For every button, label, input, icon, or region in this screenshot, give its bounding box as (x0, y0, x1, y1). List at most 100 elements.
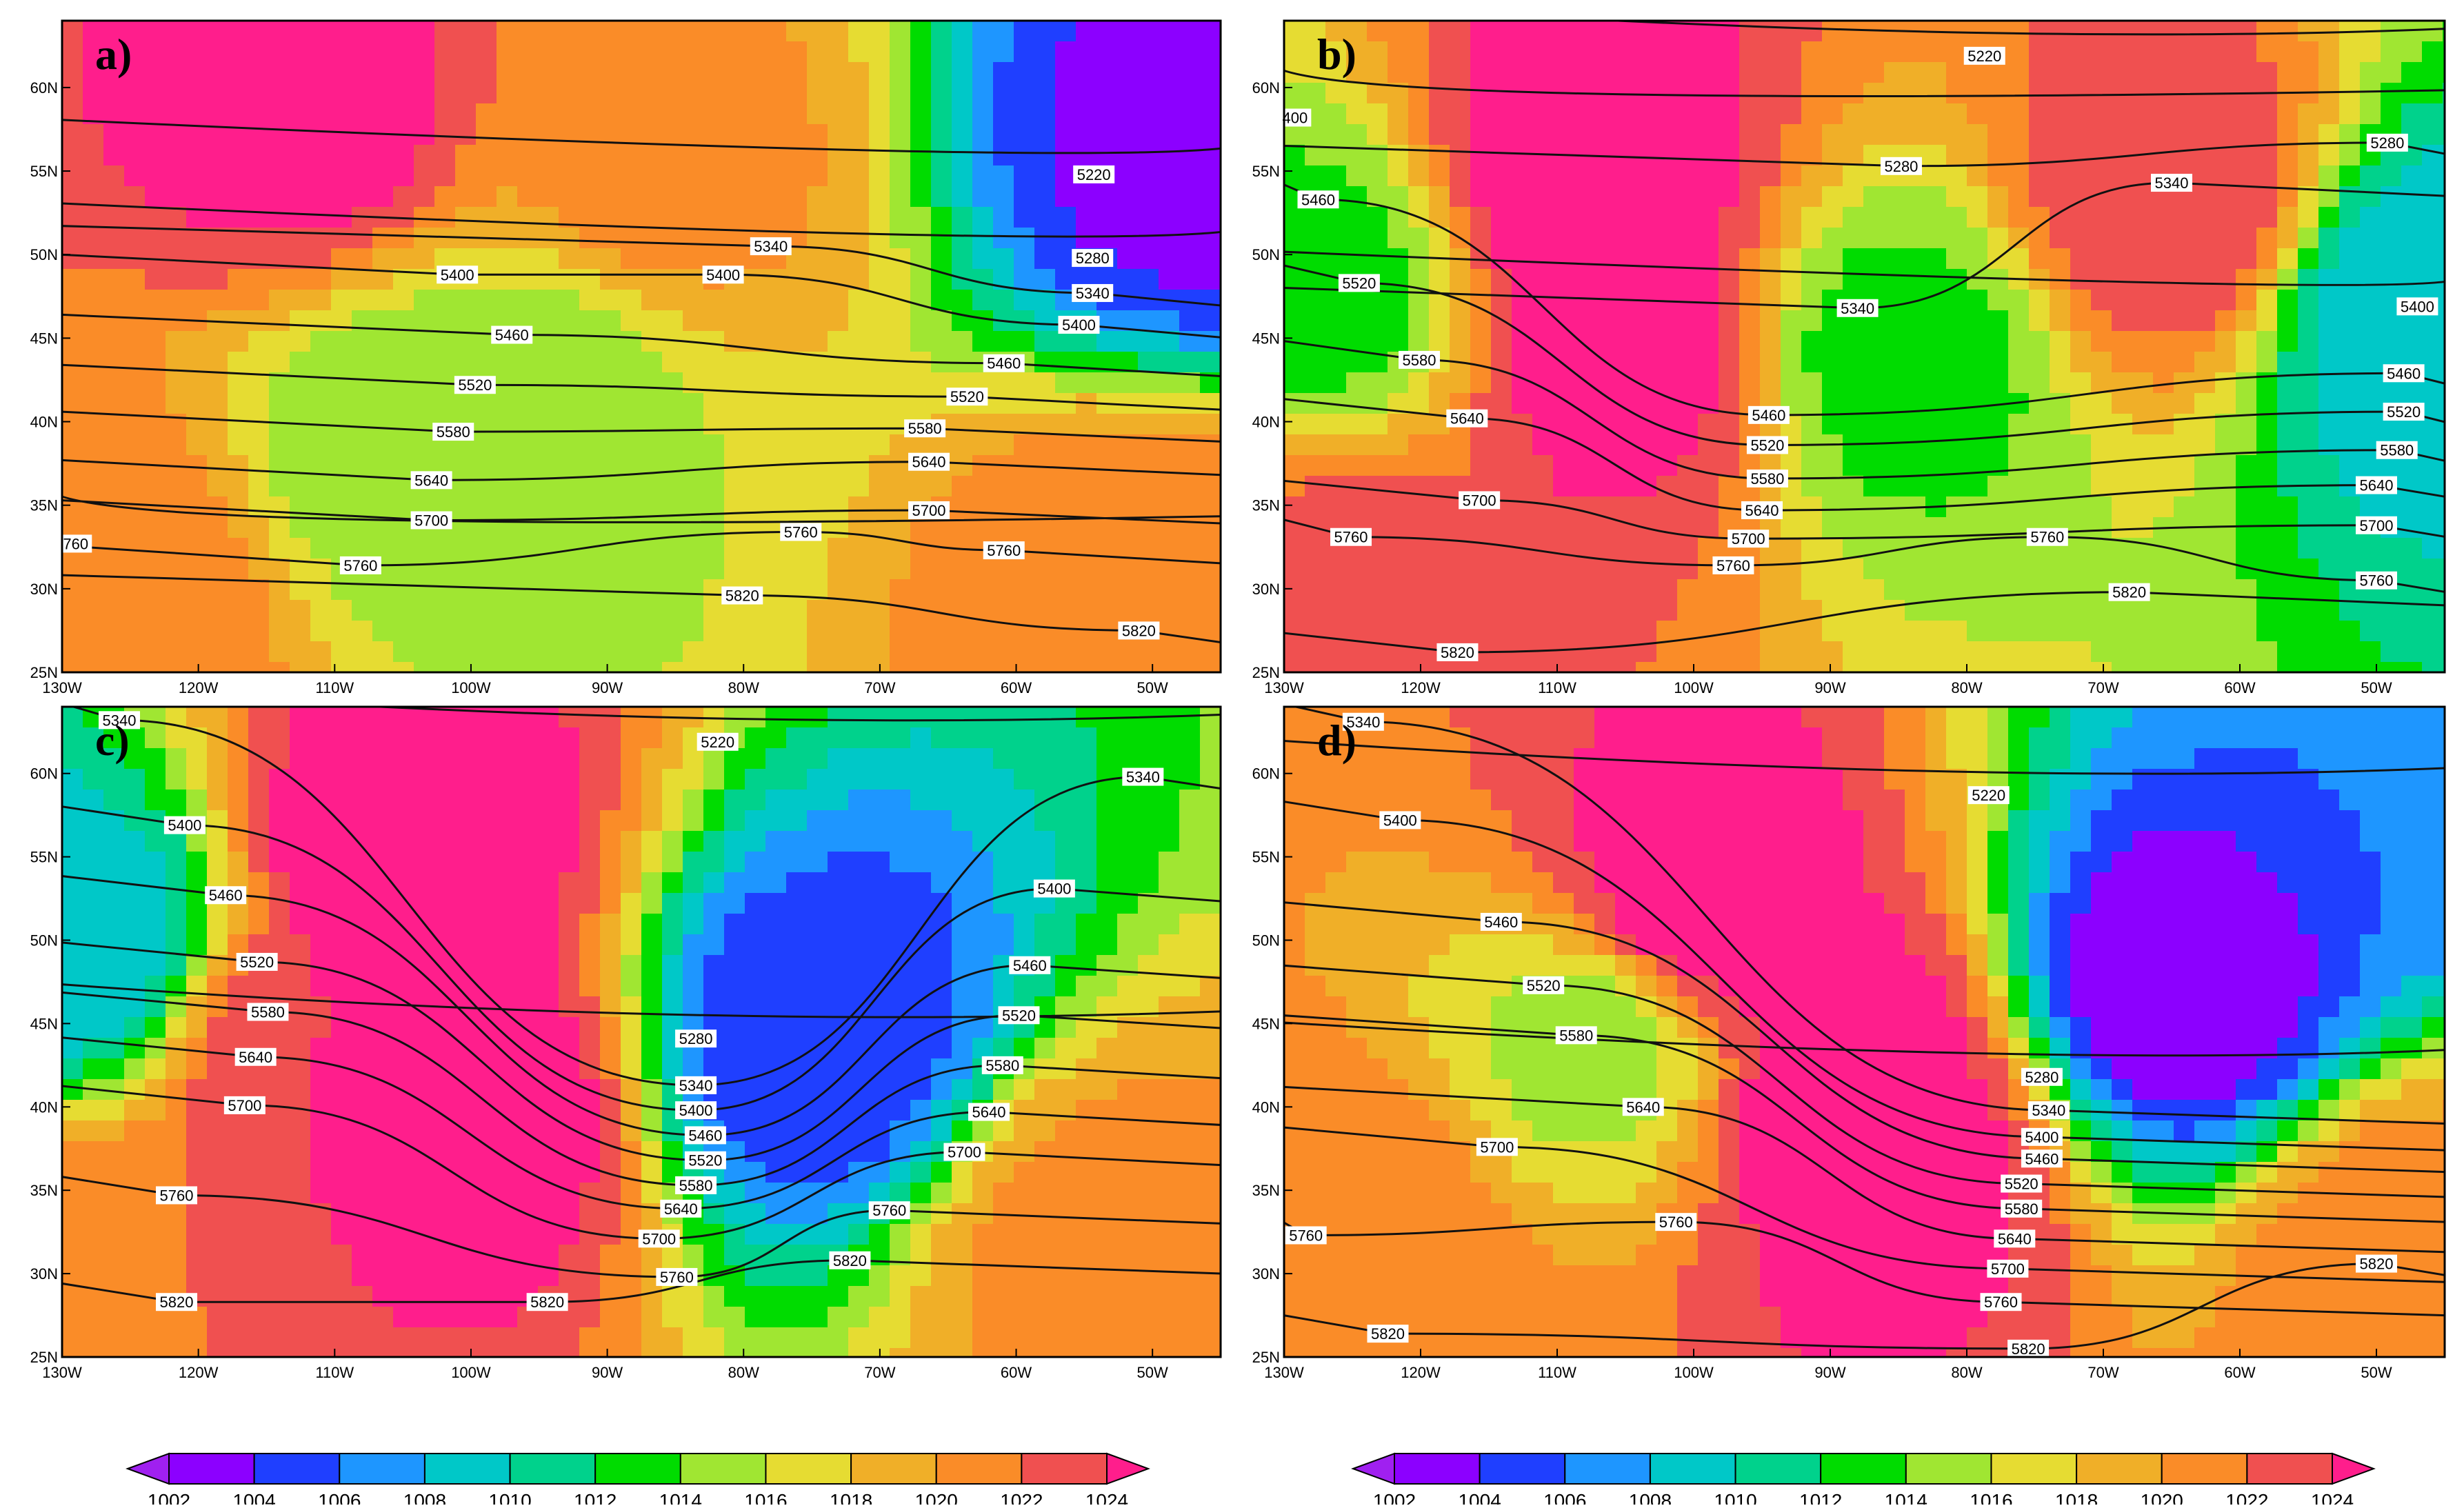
colorbar-bin (1906, 1454, 1992, 1484)
contour-label: 5700 (228, 1097, 261, 1114)
contour-label: 5340 (1841, 300, 1874, 317)
contour-label: 5820 (530, 1294, 564, 1311)
contour-label: 5640 (1745, 502, 1779, 519)
contour-label: 5760 (872, 1202, 906, 1219)
lon-tick-label: 50W (1137, 1364, 1168, 1381)
contour-label: 5580 (1559, 1027, 1593, 1044)
colorbar-label: 1022 (2225, 1490, 2268, 1505)
contour-label: 5640 (664, 1200, 698, 1218)
contour-label: 5400 (2401, 298, 2434, 315)
colorbar-label: 1016 (744, 1490, 787, 1505)
contour-label: 5820 (160, 1294, 194, 1311)
pressure-field-a (62, 21, 1221, 683)
contour-label: 5580 (985, 1057, 1019, 1074)
lat-tick-label: 40N (30, 1098, 58, 1116)
lon-tick-label: 110W (1538, 679, 1576, 696)
contour-label: 5760 (160, 1187, 194, 1204)
lat-tick-label: 45N (1252, 1015, 1280, 1032)
colorbar-label: 1020 (2141, 1490, 2183, 1505)
lon-tick-label: 70W (2087, 1364, 2119, 1381)
colorbar-bin (1650, 1454, 1736, 1484)
contour-label: 5760 (987, 542, 1021, 559)
contour-label: 5700 (1732, 530, 1765, 547)
contour-label: 5460 (495, 327, 529, 344)
contour-label: 5760 (1984, 1294, 2018, 1311)
colorbar-bin (1991, 1454, 2076, 1484)
colorbar-label: 1012 (1799, 1490, 1842, 1505)
contour-label: 5220 (1972, 787, 2005, 804)
colorbar-label: 1014 (1885, 1490, 1927, 1505)
colorbar-bin (595, 1454, 681, 1484)
colorbar-label: 1006 (1543, 1490, 1586, 1505)
lat-tick-label: 30N (30, 1265, 58, 1283)
contour-label: 5760 (2360, 572, 2394, 590)
contour-label: 5760 (784, 523, 818, 541)
contour-label: 5640 (1450, 410, 1484, 428)
lon-tick-label: 60W (2224, 679, 2255, 696)
contour-label: 5520 (240, 954, 274, 971)
lat-tick-label: 35N (1252, 497, 1280, 514)
lon-tick-label: 60W (1001, 1364, 1032, 1381)
colorbar-arrow-right (1107, 1454, 1148, 1484)
lon-tick-label: 110W (315, 1364, 354, 1381)
lat-tick-label: 45N (30, 1015, 58, 1032)
colorbar-bin (510, 1454, 596, 1484)
colorbar-label: 1004 (1458, 1490, 1501, 1505)
lon-tick-label: 120W (179, 1364, 219, 1381)
contour-label: 5400 (1383, 812, 1417, 829)
contour-label: 5340 (1076, 285, 1110, 302)
contour-label: 5520 (1002, 1007, 1036, 1024)
colorbar-label: 1008 (1629, 1490, 1672, 1505)
contour-label: 5400 (441, 266, 474, 283)
contour-label: 5820 (833, 1252, 867, 1269)
lon-tick-label: 130W (42, 679, 82, 696)
colorbar-label: 1014 (659, 1490, 702, 1505)
lat-tick-label: 35N (1252, 1182, 1280, 1199)
contour-label: 5820 (1122, 622, 1156, 639)
contour-label: 5820 (2112, 584, 2146, 601)
lon-tick-label: 60W (2224, 1364, 2255, 1381)
colorbar-bin (2247, 1454, 2332, 1484)
contour-label: 5340 (754, 238, 788, 255)
map-panel-d: 5340522054005460552055805640570057605760… (1252, 701, 2464, 1381)
contour-label: 5760 (1659, 1214, 1693, 1231)
lon-tick-label: 90W (1814, 679, 1845, 696)
contour-label: 5340 (1126, 769, 1160, 786)
lon-tick-label: 70W (2087, 679, 2119, 696)
contour-label: 5700 (912, 502, 946, 519)
lat-tick-label: 40N (30, 414, 58, 431)
contour-label: 5280 (679, 1030, 713, 1047)
lon-tick-label: 50W (1137, 679, 1168, 696)
lon-tick-label: 50W (2361, 1364, 2392, 1381)
contour-label: 5820 (2360, 1256, 2394, 1273)
colorbar-label: 1008 (403, 1490, 446, 1505)
contour-label: 5580 (908, 420, 942, 437)
colorbar-bin (1821, 1454, 1906, 1484)
lon-tick-label: 130W (1264, 1364, 1304, 1381)
lat-tick-label: 60N (30, 765, 58, 783)
contour-label: 5760 (2030, 529, 2064, 546)
panel-label: c) (95, 716, 130, 765)
lat-tick-label: 50N (30, 246, 58, 263)
contour-label: 5640 (2360, 477, 2394, 494)
colorbar-label: 1018 (2055, 1490, 2098, 1505)
colorbar-bin (1480, 1454, 1565, 1484)
lat-tick-label: 60N (1252, 79, 1280, 97)
contour-label: 5460 (688, 1127, 722, 1144)
lon-tick-label: 70W (864, 679, 895, 696)
contour-label: 5580 (251, 1003, 285, 1021)
contour-label: 5460 (2387, 365, 2421, 382)
contour-label: 5580 (2380, 442, 2414, 459)
contour-label: 5580 (1403, 352, 1436, 369)
colorbar-label: 1022 (1000, 1490, 1043, 1505)
lat-tick-label: 50N (1252, 246, 1280, 263)
contour-label: 5400 (168, 817, 201, 834)
colorbar-label: 1016 (1970, 1490, 2012, 1505)
lat-tick-label: 40N (1252, 1098, 1280, 1116)
colorbar-bin (169, 1454, 254, 1484)
colorbar-arrow-left (128, 1454, 169, 1484)
panel-label: d) (1317, 716, 1356, 765)
